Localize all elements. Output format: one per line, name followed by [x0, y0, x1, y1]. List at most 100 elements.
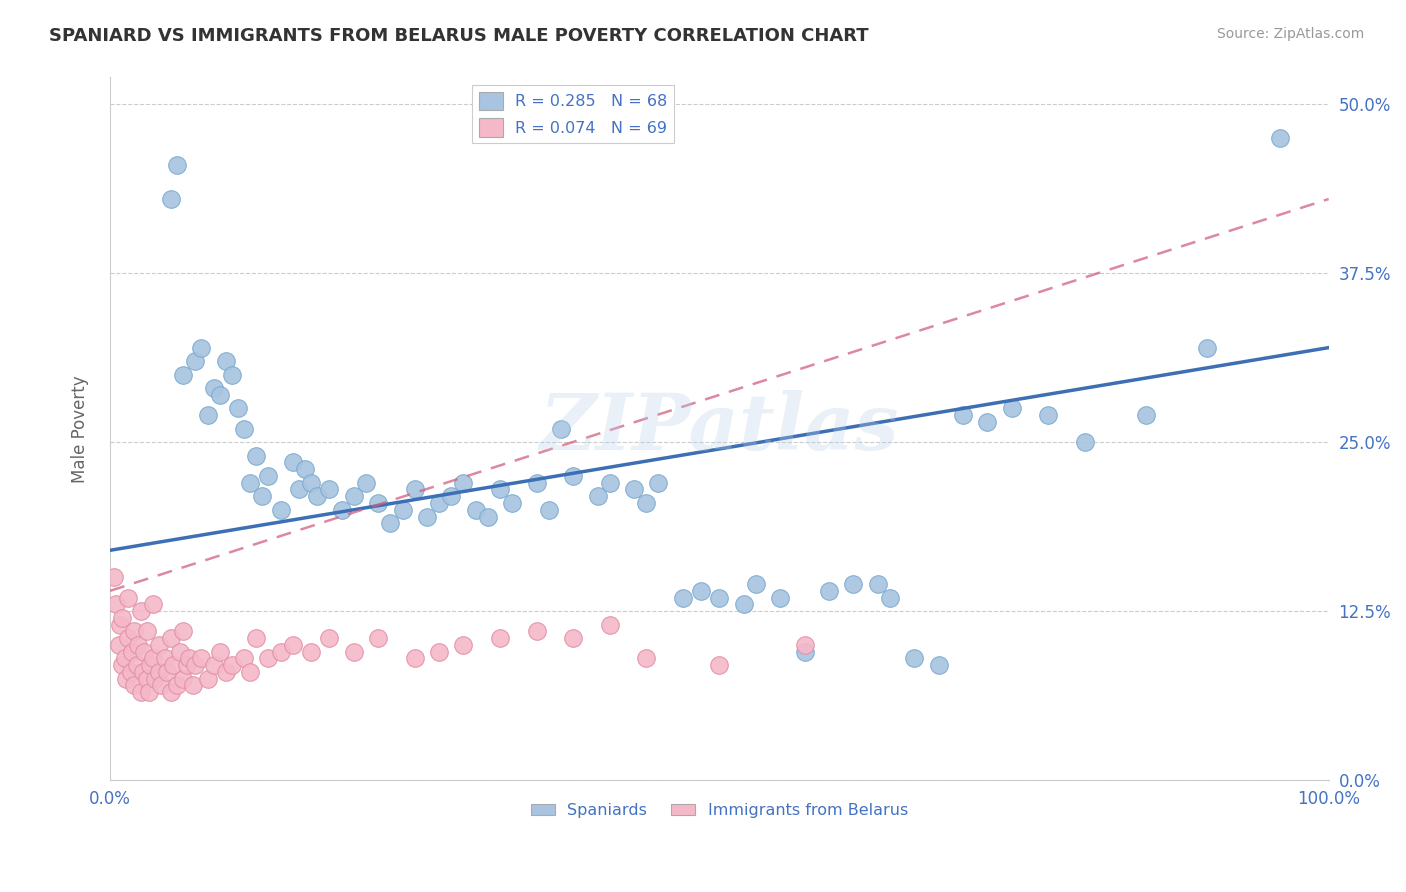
Point [215, 665, 238, 679]
Point [233, 422, 256, 436]
Point [793, 638, 815, 652]
Point [129, 604, 152, 618]
Point [318, 483, 340, 497]
Point [169, 645, 191, 659]
Point [745, 577, 768, 591]
Point [818, 583, 841, 598]
Point [427, 645, 450, 659]
Point [197, 408, 219, 422]
Point [257, 469, 280, 483]
Point [354, 475, 377, 490]
Point [1074, 435, 1097, 450]
Point [343, 645, 366, 659]
Point [105, 597, 128, 611]
Point [489, 483, 512, 497]
Point [416, 509, 439, 524]
Point [190, 651, 212, 665]
Point [709, 591, 731, 605]
Point [103, 570, 125, 584]
Point [184, 354, 207, 368]
Point [245, 449, 267, 463]
Point [367, 631, 389, 645]
Point [134, 645, 156, 659]
Point [117, 631, 139, 645]
Point [111, 658, 134, 673]
Text: ZIPatlas: ZIPatlas [540, 391, 898, 467]
Point [143, 672, 166, 686]
Legend: Spaniards, Immigrants from Belarus: Spaniards, Immigrants from Belarus [524, 797, 914, 825]
Point [367, 496, 389, 510]
Point [404, 483, 426, 497]
Point [586, 489, 609, 503]
Point [115, 672, 138, 686]
Point [135, 672, 157, 686]
Point [125, 658, 148, 673]
Point [1001, 401, 1024, 416]
Point [239, 475, 262, 490]
Point [111, 611, 134, 625]
Point [903, 651, 925, 665]
Point [114, 651, 136, 665]
Point [202, 381, 225, 395]
Point [179, 651, 201, 665]
Point [129, 685, 152, 699]
Point [239, 665, 262, 679]
Point [172, 624, 194, 639]
Point [599, 617, 621, 632]
Point [793, 645, 815, 659]
Point [453, 475, 475, 490]
Point [270, 502, 292, 516]
Point [142, 597, 165, 611]
Point [343, 489, 366, 503]
Point [132, 665, 155, 679]
Point [117, 591, 139, 605]
Point [270, 645, 292, 659]
Point [562, 631, 585, 645]
Point [162, 658, 184, 673]
Point [208, 388, 231, 402]
Point [477, 509, 499, 524]
Point [197, 672, 219, 686]
Point [221, 368, 243, 382]
Point [294, 462, 316, 476]
Point [120, 665, 142, 679]
Point [391, 502, 413, 516]
Point [1135, 408, 1157, 422]
Point [160, 631, 183, 645]
Point [489, 631, 512, 645]
Point [464, 502, 486, 516]
Point [148, 638, 170, 652]
Point [976, 415, 998, 429]
Point [501, 496, 523, 510]
Point [330, 502, 353, 516]
Point [181, 678, 204, 692]
Point [879, 591, 901, 605]
Point [150, 678, 173, 692]
Point [153, 651, 176, 665]
Text: Source: ZipAtlas.com: Source: ZipAtlas.com [1216, 27, 1364, 41]
Point [550, 422, 572, 436]
Point [142, 651, 165, 665]
Point [226, 401, 249, 416]
Point [318, 631, 340, 645]
Point [138, 685, 160, 699]
Point [690, 583, 713, 598]
Point [427, 496, 450, 510]
Point [453, 638, 475, 652]
Point [166, 158, 188, 172]
Point [380, 516, 402, 531]
Point [139, 658, 162, 673]
Point [108, 617, 131, 632]
Point [172, 672, 194, 686]
Point [208, 645, 231, 659]
Point [176, 658, 198, 673]
Point [636, 651, 658, 665]
Point [257, 651, 280, 665]
Point [647, 475, 669, 490]
Text: SPANIARD VS IMMIGRANTS FROM BELARUS MALE POVERTY CORRELATION CHART: SPANIARD VS IMMIGRANTS FROM BELARUS MALE… [49, 27, 869, 45]
Point [281, 455, 304, 469]
Point [636, 496, 658, 510]
Point [928, 658, 950, 673]
Point [599, 475, 621, 490]
Point [1195, 341, 1218, 355]
